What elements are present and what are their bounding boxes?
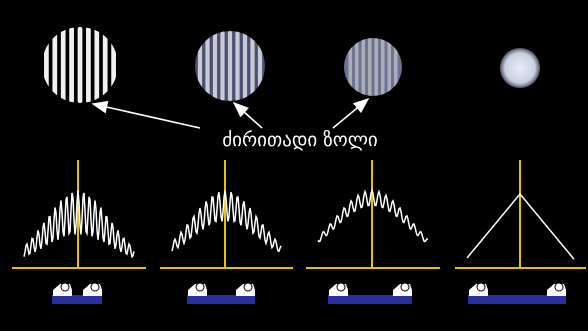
fringe	[355, 38, 359, 96]
fringe	[86, 27, 91, 103]
telescope-dish	[555, 283, 563, 291]
fringe	[381, 38, 385, 96]
fringe	[78, 27, 83, 103]
telescope-dish	[196, 283, 204, 291]
blurred-disc	[500, 48, 540, 88]
baseline-bar	[52, 295, 102, 304]
telescope-dish	[477, 283, 485, 291]
telescope-dish	[61, 283, 69, 291]
telescope-dish	[244, 283, 252, 291]
telescope-dish	[91, 283, 99, 291]
telescope-dish	[337, 283, 345, 291]
baseline-bar	[468, 295, 566, 304]
fringe	[361, 38, 365, 96]
fringe	[250, 31, 254, 101]
fringe	[52, 27, 57, 103]
fringe	[235, 31, 239, 101]
fringe	[387, 38, 391, 96]
fringe	[368, 38, 372, 96]
fringe	[103, 27, 108, 103]
fringe-label: ძირითადი ზოლი	[222, 129, 378, 151]
fringe	[61, 27, 66, 103]
fringe	[213, 31, 217, 101]
fringe	[69, 27, 74, 103]
page: {"label": "ძირითადი ზოლი"} ძირითადი ზოლი…	[0, 0, 588, 331]
baseline-bar	[328, 295, 412, 304]
telescope-dish	[401, 283, 409, 291]
fringe	[220, 31, 224, 101]
fringe-disc	[42, 27, 118, 103]
fringe	[374, 38, 378, 96]
fringe	[205, 31, 209, 101]
fringe	[228, 31, 232, 101]
fringe-disc	[195, 31, 265, 101]
fringe	[94, 27, 99, 103]
baseline-bar	[187, 295, 255, 304]
fringe-disc	[344, 38, 402, 96]
fringe	[243, 31, 247, 101]
diagram: ძირითადი ზოლი	[0, 0, 588, 331]
disc-base	[344, 38, 402, 96]
